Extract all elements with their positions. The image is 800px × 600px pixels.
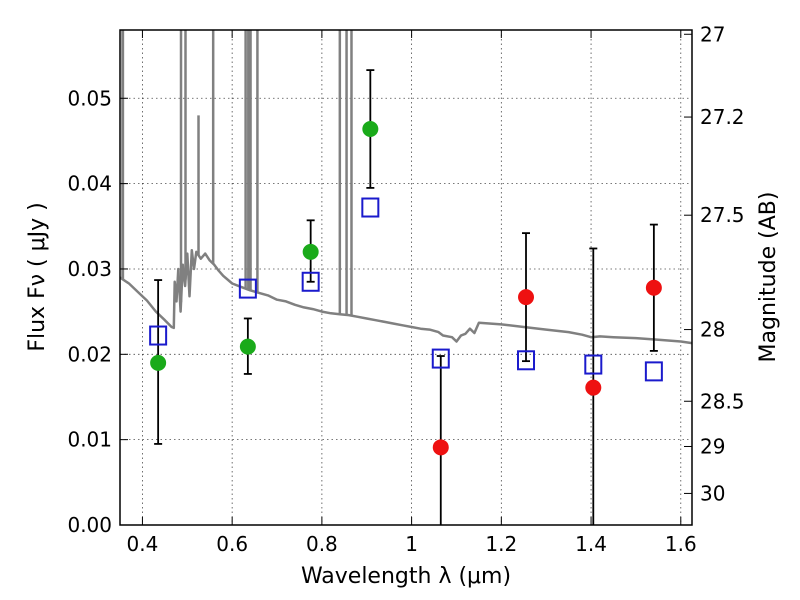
data-point [645,279,662,296]
plot-area [120,30,692,525]
x-tick-label: 0.8 [306,532,338,556]
y-tick-label: 0.02 [67,342,112,366]
y-tick-label: 0.04 [67,172,112,196]
y2-tick-label: 28.5 [700,389,745,413]
y2-axis: 27 27.2 27.5 28 28.5 29 30 [684,22,745,505]
y2-tick-label: 27 [700,22,725,46]
x-tick-label: 1.2 [485,532,517,556]
model-photometry-square [238,278,257,299]
y2-tick-label: 27.2 [700,105,745,129]
x-tick-label: 0.4 [127,532,159,556]
y-axis-label: Flux Fν ( μJy ) [25,202,50,351]
grid [120,30,692,525]
data-point [302,243,319,260]
y-tick-label: 0.00 [67,513,112,537]
data-markers [149,121,663,456]
model-photometry-square [584,354,603,375]
model-photometry-square [361,197,380,218]
data-point [362,121,379,137]
model-spectrum [120,30,692,345]
data-point [585,379,602,396]
data-point [150,354,167,371]
data-point [432,439,449,456]
model-photometry-square [431,348,450,369]
data-point [518,289,535,306]
x-tick-label: 1.6 [665,532,697,556]
y-tick-label: 0.05 [67,86,112,110]
x-tick-label: 1.4 [575,532,607,556]
model-photometry-square [149,325,168,346]
x-tick-label: 1 [405,532,418,556]
y2-tick-label: 28 [700,318,725,342]
data-point [239,338,256,355]
y2-axis-label: Magnitude (AB) [756,192,781,363]
x-tick-label: 0.6 [216,532,248,556]
model-photometry-square [301,271,320,292]
x-axis: 0.4 0.6 0.8 1 1.2 1.4 1.6 [127,30,697,556]
y-tick-label: 0.01 [67,428,112,452]
y2-tick-label: 27.5 [700,203,745,227]
y2-tick-label: 30 [700,481,725,505]
model-photometry-square [517,350,536,371]
model-photometry-square [644,361,663,382]
y2-tick-label: 29 [700,434,725,458]
x-axis-label: Wavelength λ (μm) [301,564,511,589]
y-tick-label: 0.03 [67,257,112,281]
y-axis: 0.00 0.01 0.02 0.03 0.04 0.05 [67,86,128,537]
plot-frame [119,29,693,526]
